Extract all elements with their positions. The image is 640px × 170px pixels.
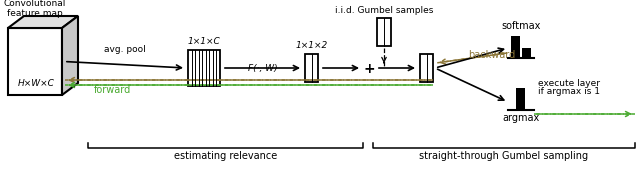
Bar xyxy=(516,88,525,110)
Text: i.i.d. Gumbel samples: i.i.d. Gumbel samples xyxy=(335,6,433,15)
Bar xyxy=(305,54,318,82)
Bar xyxy=(377,18,391,46)
Polygon shape xyxy=(8,16,78,28)
Text: Convolutional: Convolutional xyxy=(4,0,66,8)
Text: straight-through Gumbel sampling: straight-through Gumbel sampling xyxy=(419,151,589,161)
Text: softmax: softmax xyxy=(501,21,541,31)
Text: 1×1×2: 1×1×2 xyxy=(296,41,328,50)
Text: avg. pool: avg. pool xyxy=(104,45,146,54)
Text: argmax: argmax xyxy=(502,113,540,123)
Text: forward: forward xyxy=(93,85,131,95)
Bar xyxy=(420,54,433,82)
Bar xyxy=(511,36,520,58)
Text: 1×1×C: 1×1×C xyxy=(188,37,220,46)
Text: H×W×C: H×W×C xyxy=(18,79,55,88)
Text: execute layer: execute layer xyxy=(538,79,600,88)
Text: F(·, W): F(·, W) xyxy=(248,64,277,72)
Text: backward: backward xyxy=(468,50,515,60)
Text: if argmax is 1: if argmax is 1 xyxy=(538,88,600,97)
Polygon shape xyxy=(8,28,62,95)
Bar xyxy=(188,50,220,86)
Text: estimating relevance: estimating relevance xyxy=(174,151,277,161)
Bar xyxy=(522,48,531,58)
Polygon shape xyxy=(62,16,78,95)
Text: feature map: feature map xyxy=(7,9,63,18)
Text: +: + xyxy=(363,62,375,76)
